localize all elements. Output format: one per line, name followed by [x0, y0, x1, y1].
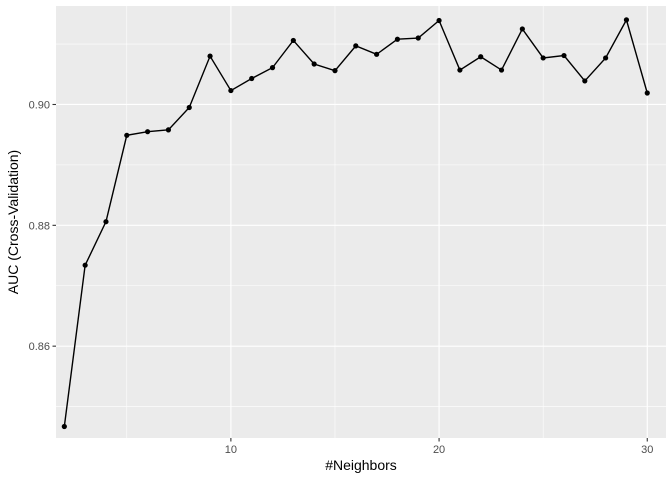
x-axis-ticks: 10 20 30: [225, 438, 653, 456]
data-point: [374, 51, 380, 57]
data-point: [353, 43, 359, 49]
x-axis-title: #Neighbors: [325, 457, 397, 473]
data-point: [603, 55, 609, 61]
data-point: [290, 37, 296, 44]
y-tick-label: 0.90: [29, 99, 50, 111]
data-point: [165, 127, 172, 133]
y-tick-label: 0.88: [29, 220, 50, 232]
data-point: [332, 68, 338, 74]
data-point: [103, 219, 109, 225]
data-point: [124, 132, 130, 138]
data-point: [582, 78, 588, 84]
plot-panel: [56, 6, 666, 438]
y-axis-ticks: 0.86 0.88 0.90: [29, 99, 56, 353]
series-layer: [61, 17, 650, 430]
data-point: [478, 54, 484, 60]
data-point: [82, 262, 88, 268]
data-point: [457, 67, 463, 73]
data-point: [415, 35, 421, 41]
data-point: [207, 53, 213, 59]
data-point: [561, 52, 567, 59]
data-point: [436, 17, 442, 24]
data-point: [145, 129, 151, 135]
y-tick-label: 0.86: [29, 341, 50, 353]
data-point: [249, 75, 255, 82]
y-axis-title: AUC (Cross-Validation): [5, 150, 21, 294]
data-point: [394, 36, 401, 42]
data-point: [311, 61, 317, 67]
x-tick-label: 20: [433, 444, 445, 456]
x-tick-label: 10: [225, 444, 237, 456]
data-point: [623, 17, 630, 23]
grid-major: [56, 6, 666, 438]
data-point: [186, 104, 192, 111]
data-point: [498, 67, 505, 73]
data-point: [269, 65, 276, 71]
data-point: [540, 55, 546, 61]
data-point: [644, 90, 650, 96]
data-point: [61, 423, 67, 430]
x-tick-label: 30: [641, 444, 653, 456]
data-point: [519, 26, 525, 32]
grid-minor: [56, 6, 666, 438]
data-point: [228, 87, 234, 94]
